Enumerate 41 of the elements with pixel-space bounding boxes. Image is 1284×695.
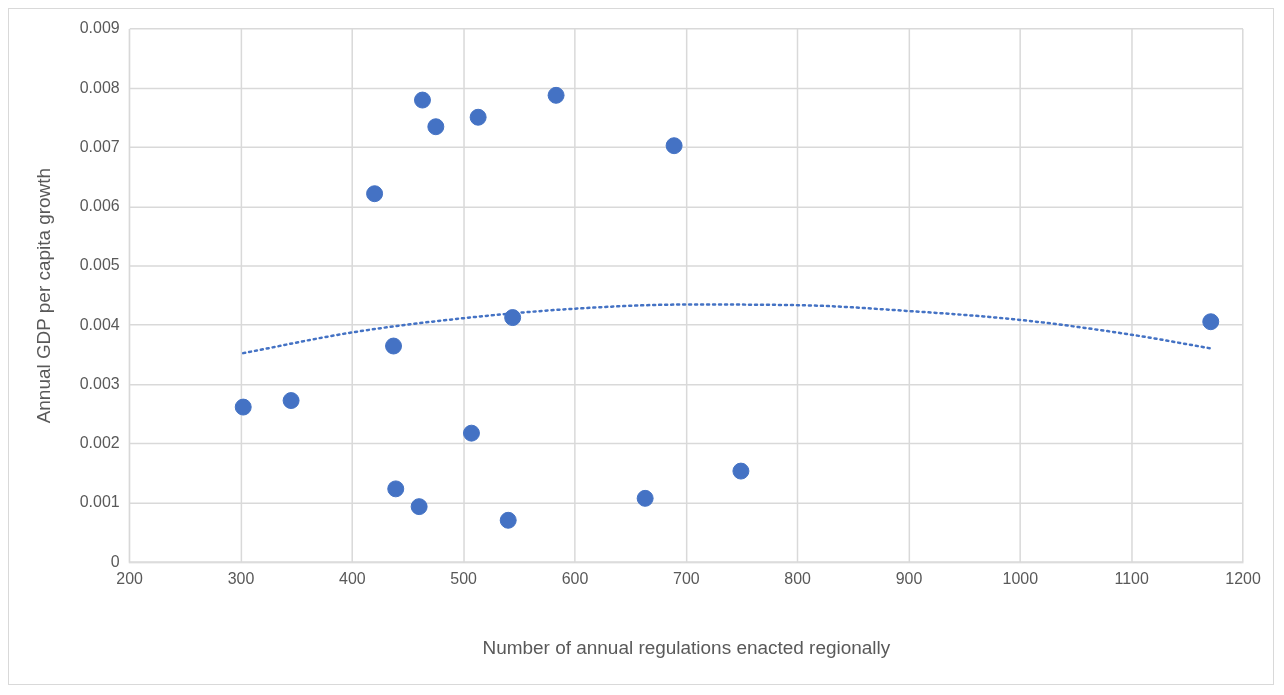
y-tick-label: 0.002: [79, 434, 120, 452]
x-tick-label: 900: [895, 570, 923, 588]
y-tick-label: 0.006: [79, 197, 120, 215]
y-tick-label: 0: [110, 552, 120, 570]
line-series: [241, 303, 1213, 355]
point: [413, 91, 431, 109]
x-tick-label: 600: [561, 570, 589, 588]
point: [385, 337, 403, 355]
point: [636, 489, 654, 507]
y-tick-label: 0.001: [79, 493, 120, 511]
y-tick-label: 0.005: [79, 256, 120, 274]
point: [234, 398, 252, 416]
point: [462, 424, 480, 442]
point: [427, 118, 445, 136]
point: [504, 309, 522, 327]
x-axis-title: Number of annual regulations enacted regionally: [482, 636, 891, 658]
point: [1202, 313, 1220, 331]
x-tick-label: 500: [450, 570, 478, 588]
point: [732, 462, 750, 480]
point: [282, 392, 300, 410]
y-tick-label: 0.008: [79, 78, 120, 96]
y-tick-label: 0.004: [79, 315, 120, 333]
point: [499, 511, 517, 529]
point: [469, 108, 487, 126]
x-tick-label: 1200: [1225, 570, 1261, 588]
point: [366, 185, 384, 203]
x-tick-label: 1100: [1114, 570, 1149, 588]
point: [387, 480, 405, 498]
point: [410, 498, 428, 516]
point: [547, 86, 565, 104]
y-tick-label: 0.009: [79, 19, 120, 37]
x-tick-label: 200: [116, 570, 144, 588]
x-tick-label: 300: [227, 570, 255, 588]
x-tick-label: 700: [673, 570, 700, 588]
point: [665, 137, 683, 155]
x-tick-label: 1000: [1002, 570, 1039, 588]
y-tick-label: 0.003: [79, 374, 120, 392]
x-tick-label: 400: [339, 570, 366, 588]
y-tick-label: 0.007: [79, 137, 120, 155]
x-tick-label: 800: [784, 570, 812, 588]
y-axis-title: Annual GDP per capita growth: [32, 168, 54, 424]
